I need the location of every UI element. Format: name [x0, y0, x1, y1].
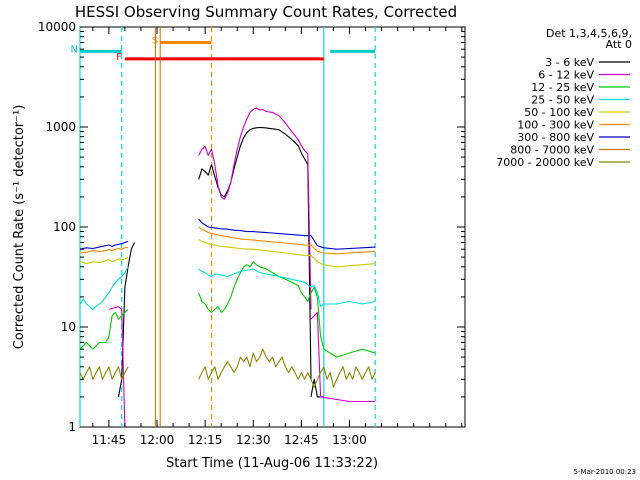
- legend-label-0: 3 - 6 keV: [545, 56, 594, 69]
- x-tick-label-5: 13:00: [332, 433, 367, 447]
- series-line-1-0: [108, 306, 126, 428]
- legend-label-7: 800 - 7000 keV: [510, 144, 594, 157]
- legend-label-2: 12 - 25 keV: [531, 81, 594, 94]
- legend-label-6: 300 - 800 keV: [517, 131, 594, 144]
- series-line-8-1: [198, 348, 376, 388]
- series-line-4-1: [198, 239, 376, 268]
- plot-area: SNF 11:45 12:00 12:15 12:30 12:45 13:00 11010…: [38, 20, 466, 447]
- status-bars: SNF: [71, 35, 376, 63]
- y-axis-label: Corrected Count Rate (s⁻¹ detector⁻¹): [12, 105, 27, 350]
- y-axis: 1 10 100 1000 10000: [38, 20, 465, 434]
- series-line-5-1: [198, 226, 376, 255]
- series-line-1-1: [198, 107, 312, 310]
- series-line-6-0: [79, 240, 129, 250]
- y-tick-label-0: 1: [68, 420, 76, 434]
- series-line-6-1: [198, 218, 376, 250]
- x-tick-label-3: 12:30: [236, 433, 271, 447]
- status-flag-N: N: [71, 44, 78, 55]
- vertical-markers: [79, 27, 376, 427]
- x-axis-label: Start Time (11-Aug-06 11:33:22): [166, 456, 378, 471]
- legend-label-5: 100 - 300 keV: [517, 119, 594, 132]
- series-line-1-2: [310, 311, 376, 403]
- plot-frame: [79, 26, 466, 428]
- x-axis: 11:45 12:00 12:15 12:30 12:45 13:00: [92, 27, 463, 447]
- x-tick-label-2: 12:15: [188, 433, 223, 447]
- chart-title: HESSI Observing Summary Count Rates, Cor…: [75, 3, 457, 21]
- legend-label-4: 50 - 100 keV: [524, 106, 594, 119]
- series-line-3-1: [198, 268, 376, 308]
- y-tick-label-1: 10: [61, 320, 76, 334]
- status-flag-F: F: [116, 52, 122, 63]
- legend-label-1: 6 - 12 keV: [538, 69, 594, 82]
- series-line-3-0: [79, 266, 129, 310]
- x-tick-label-0: 11:45: [92, 433, 127, 447]
- y-tick-label-2: 100: [53, 220, 76, 234]
- series-line-5-0: [79, 246, 129, 254]
- legend-header-1: Att 0: [606, 38, 632, 51]
- generation-timestamp: 5-Mar-2010 00:23: [574, 468, 636, 476]
- legend-header-0: Det 1,3,4,5,6,9,: [546, 27, 632, 40]
- series-line-0-2: [310, 378, 324, 398]
- x-tick-label-4: 12:45: [284, 433, 319, 447]
- y-tick-label-4: 10000: [38, 20, 76, 34]
- series-lines: [79, 27, 376, 428]
- legend-label-8: 7000 - 20000 keV: [496, 156, 594, 169]
- x-tick-label-1: 12:00: [140, 433, 175, 447]
- series-line-8-0: [79, 366, 129, 380]
- series-line-0-1: [198, 126, 312, 380]
- series-line-2-0: [79, 308, 129, 350]
- series-line-0-0: [117, 242, 135, 397]
- series-line-4-0: [79, 256, 129, 265]
- y-tick-label-3: 1000: [45, 120, 76, 134]
- series-line-2-1: [198, 261, 376, 358]
- legend-label-3: 25 - 50 keV: [531, 94, 594, 107]
